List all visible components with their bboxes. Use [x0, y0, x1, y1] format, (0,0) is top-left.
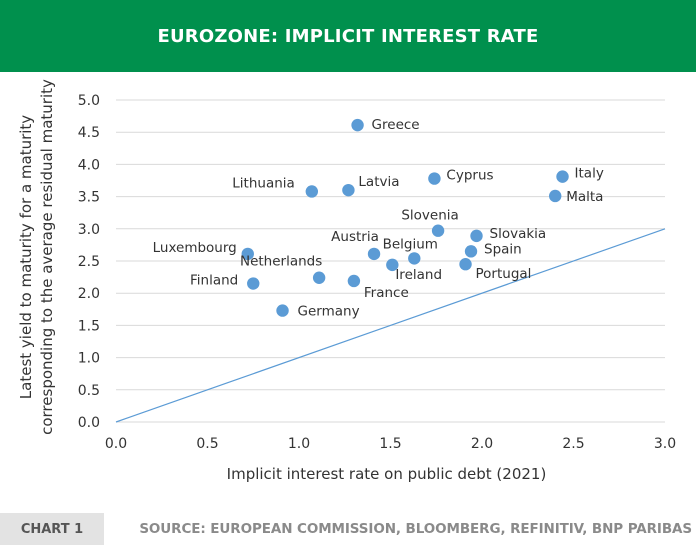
- chart-number-badge: CHART 1: [0, 513, 104, 545]
- data-point: [367, 247, 381, 261]
- data-point: [312, 271, 326, 284]
- point-label: Luxembourg: [153, 240, 237, 256]
- point-label: Malta: [566, 189, 603, 205]
- point-label: Belgium: [383, 236, 438, 252]
- point-label: Austria: [331, 229, 379, 245]
- y-tick-label: 4.5: [78, 125, 100, 141]
- data-point: [408, 252, 421, 265]
- x-tick-label: 2.0: [471, 436, 493, 452]
- x-tick-label: 2.5: [562, 436, 584, 452]
- point-label: Greece: [372, 117, 420, 133]
- point-label: Slovenia: [401, 208, 458, 224]
- y-tick-label: 1.5: [78, 318, 100, 334]
- chart-title: EUROZONE: IMPLICIT INTEREST RATE: [157, 25, 539, 47]
- x-tick-label: 0.0: [105, 436, 127, 452]
- x-tick-label: 3.0: [654, 436, 676, 452]
- reference-line: [115, 228, 666, 423]
- data-point: [549, 189, 562, 203]
- y-tick-label: 5.0: [78, 93, 100, 109]
- y-tick-label: 0.5: [78, 383, 100, 399]
- data-point: [241, 247, 254, 261]
- point-label: Cyprus: [446, 168, 493, 184]
- y-tick-label: 1.0: [78, 351, 100, 367]
- data-point: [464, 245, 478, 258]
- data-point: [342, 183, 355, 197]
- y-axis-title-line: Latest yield to maturity for a maturity: [17, 115, 35, 399]
- data-point: [305, 185, 319, 198]
- x-axis-title: Implicit interest rate on public debt (2…: [227, 465, 547, 483]
- point-label: Portugal: [476, 266, 532, 282]
- x-tick-label: 1.0: [288, 436, 310, 452]
- y-tick-label: 4.0: [78, 157, 100, 173]
- data-point: [351, 118, 364, 132]
- y-tick-label: 2.0: [78, 286, 100, 302]
- data-point: [276, 304, 289, 317]
- data-point: [556, 170, 569, 183]
- y-tick-label: 3.0: [78, 222, 100, 238]
- y-axis-title-line: corresponding to the average residual ma…: [38, 79, 56, 435]
- scatter-chart: 0.0 0.5 1.0 1.5 2.0 2.5 3.0 3.5 4.0 4.5 5.0 0.0 0.5 1…: [17, 79, 676, 483]
- y-tick-label: 3.5: [78, 190, 100, 206]
- data-point: [431, 224, 445, 237]
- point-label: Latvia: [358, 174, 399, 190]
- data-point: [386, 258, 399, 272]
- point-label: Netherlands: [240, 254, 322, 270]
- data-point: [347, 274, 361, 288]
- chart-header: EUROZONE: IMPLICIT INTEREST RATE: [0, 0, 696, 72]
- x-tick-label: 1.5: [379, 436, 401, 452]
- point-label: Slovakia: [490, 226, 547, 242]
- point-label: Italy: [575, 166, 604, 182]
- data-point: [459, 258, 472, 271]
- y-tick-label: 0.0: [78, 415, 100, 431]
- point-label: France: [364, 285, 409, 301]
- point-label: Finland: [190, 273, 238, 289]
- data-point: [470, 229, 483, 243]
- data-point: [247, 277, 260, 290]
- y-tick-label: 2.5: [78, 254, 100, 270]
- data-point: [428, 172, 441, 185]
- point-label: Lithuania: [232, 175, 295, 191]
- point-label: Ireland: [395, 267, 442, 283]
- x-tick-label: 0.5: [196, 436, 218, 452]
- point-label: Germany: [298, 304, 360, 320]
- source-note: SOURCE: EUROPEAN COMMISSION, BLOOMBERG, …: [139, 521, 692, 537]
- point-label: Spain: [484, 241, 522, 257]
